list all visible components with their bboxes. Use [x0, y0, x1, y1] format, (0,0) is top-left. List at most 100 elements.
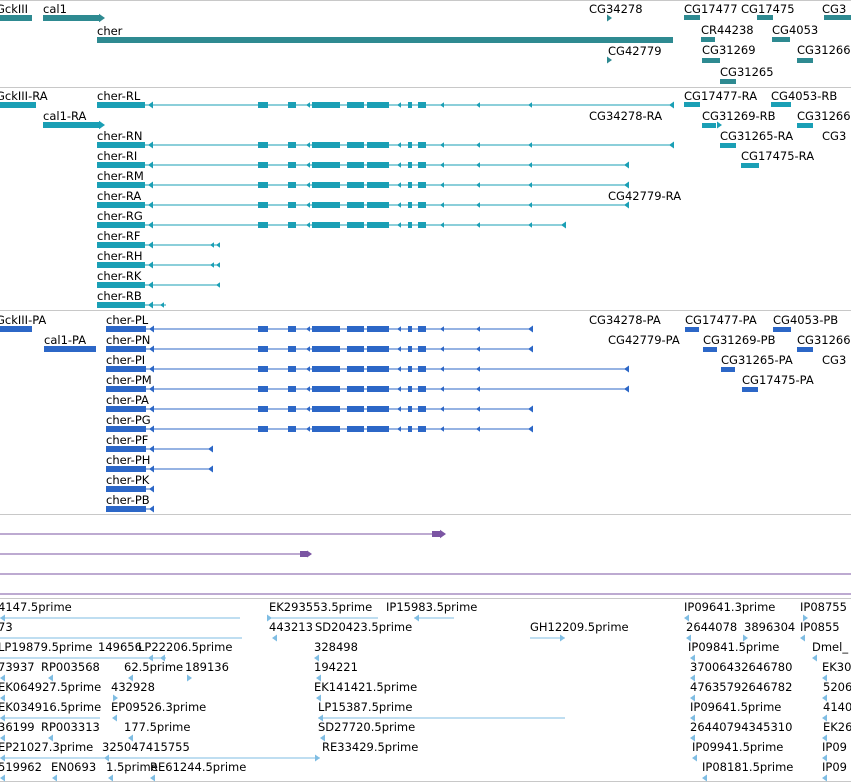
- transcript-cher-rg-exon[interactable]: [367, 222, 389, 228]
- transcript-cher-rm-exon[interactable]: [347, 182, 364, 188]
- protein-cher-pg-exon[interactable]: [312, 426, 340, 432]
- protein-cg4053-pb[interactable]: [773, 327, 791, 332]
- protein-cher-pm-exon-arrow[interactable]: [149, 385, 154, 393]
- est-arrow[interactable]: [48, 674, 53, 682]
- gene-cg34278[interactable]: [607, 14, 612, 22]
- protein-cher-pn-strand-arrow[interactable]: [397, 346, 401, 352]
- transcript-gckiii-ra[interactable]: [0, 102, 36, 108]
- est-arrow[interactable]: [272, 634, 277, 642]
- gene-cal1[interactable]: [43, 15, 99, 21]
- protein-cher-pn-exon[interactable]: [312, 346, 340, 352]
- protein-cher-pn-end-arrow[interactable]: [528, 345, 533, 353]
- transcript-cher-ra-strand-arrow[interactable]: [528, 202, 532, 208]
- protein-cher-ph-exon-arrow[interactable]: [149, 465, 154, 473]
- transcript-cher-rk-exon-arrow[interactable]: [148, 281, 153, 289]
- transcript-cher-rg-strand-arrow[interactable]: [397, 222, 401, 228]
- transcript-cher-rf-strand-arrow[interactable]: [216, 242, 220, 248]
- transcript-cher-ri-exon[interactable]: [347, 162, 364, 168]
- transcript-cher-rl-exon[interactable]: [408, 102, 412, 108]
- protein-cher-pb-exon-arrow[interactable]: [149, 505, 154, 513]
- transcript-cher-ri-exon-arrow[interactable]: [148, 161, 153, 169]
- transcript-cher-rn-exon[interactable]: [288, 142, 296, 148]
- protein-cher-pg-strand-arrow[interactable]: [262, 426, 266, 432]
- protein-cher-pl-exon[interactable]: [418, 326, 426, 332]
- transcript-cher-rh-exon[interactable]: [97, 262, 145, 268]
- transcript-cher-rg-end-arrow[interactable]: [561, 221, 566, 229]
- est-arrow[interactable]: [822, 734, 827, 742]
- transcript-cg17475-ra[interactable]: [741, 163, 759, 168]
- transcript-cher-rm-strand-arrow[interactable]: [397, 182, 401, 188]
- est-arrow[interactable]: [316, 674, 321, 682]
- transcript-cher-rn-exon[interactable]: [312, 142, 340, 148]
- transcript-cher-ri-exon[interactable]: [288, 162, 296, 168]
- transcript-cher-ri-strand-arrow[interactable]: [306, 162, 310, 168]
- other-feature-2-arrow[interactable]: [307, 550, 312, 558]
- protein-cher-pa-strand-arrow[interactable]: [306, 406, 310, 412]
- transcript-cher-rn-exon[interactable]: [418, 142, 426, 148]
- est-arrow[interactable]: [160, 654, 165, 662]
- protein-cher-ph-end-arrow[interactable]: [208, 465, 213, 473]
- est-arrow[interactable]: [690, 674, 695, 682]
- gene-cher[interactable]: [97, 37, 673, 43]
- gene-cg3[interactable]: [824, 15, 851, 20]
- protein-cher-pl-strand-arrow[interactable]: [397, 326, 401, 332]
- transcript-cher-rg-strand-arrow[interactable]: [262, 222, 266, 228]
- protein-cher-pn-exon[interactable]: [367, 346, 389, 352]
- transcript-cher-rl-exon[interactable]: [367, 102, 389, 108]
- transcript-cher-rk-strand-arrow[interactable]: [216, 282, 220, 288]
- transcript-cher-rh-strand-arrow[interactable]: [210, 262, 214, 268]
- protein-cher-pg-exon[interactable]: [347, 426, 364, 432]
- est-arrow[interactable]: [803, 614, 808, 622]
- transcript-cher-ri-exon[interactable]: [97, 162, 145, 168]
- protein-cher-pm-exon[interactable]: [347, 386, 364, 392]
- transcript-cher-rl-exon-arrow[interactable]: [148, 101, 153, 109]
- protein-cher-pg-exon[interactable]: [418, 426, 426, 432]
- transcript-cher-ra-strand-arrow[interactable]: [440, 202, 444, 208]
- protein-cher-pl-exon[interactable]: [312, 326, 340, 332]
- transcript-cher-rm-strand-arrow[interactable]: [528, 182, 532, 188]
- est-arrow[interactable]: [320, 734, 325, 742]
- transcript-cher-rn-exon[interactable]: [408, 142, 412, 148]
- transcript-cher-ri-strand-arrow[interactable]: [528, 162, 532, 168]
- protein-cher-pi-exon[interactable]: [347, 366, 364, 372]
- est-arrow[interactable]: [113, 694, 118, 702]
- transcript-cher-ri-strand-arrow[interactable]: [262, 162, 266, 168]
- est-arrow[interactable]: [0, 714, 5, 722]
- other-feature-2-box[interactable]: [300, 551, 308, 557]
- est-arrow[interactable]: [267, 614, 272, 622]
- transcript-cher-rm-exon[interactable]: [288, 182, 296, 188]
- gene-cr44238[interactable]: [701, 37, 715, 42]
- protein-cher-pa-strand-arrow[interactable]: [262, 406, 266, 412]
- est-arrow[interactable]: [812, 654, 817, 662]
- protein-cher-pn-strand-arrow[interactable]: [476, 346, 480, 352]
- transcript-cher-rm-exon[interactable]: [408, 182, 412, 188]
- protein-cher-pi-strand-arrow[interactable]: [397, 366, 401, 372]
- protein-cher-pi-exon[interactable]: [418, 366, 426, 372]
- protein-cher-pm-exon[interactable]: [312, 386, 340, 392]
- transcript-cher-ri-strand-arrow[interactable]: [476, 162, 480, 168]
- transcript-cal1-ra[interactable]: [43, 122, 99, 128]
- protein-cher-pn-strand-arrow[interactable]: [306, 346, 310, 352]
- protein-cher-pl-exon[interactable]: [408, 326, 412, 332]
- protein-cher-pi-exon[interactable]: [367, 366, 389, 372]
- est-arrow[interactable]: [702, 774, 707, 782]
- transcript-cher-ri-exon[interactable]: [312, 162, 340, 168]
- est-arrow[interactable]: [148, 654, 153, 662]
- transcript-cg17477-ra[interactable]: [684, 102, 700, 107]
- protein-cher-pa-strand-arrow[interactable]: [440, 406, 444, 412]
- transcript-cher-rl-strand-arrow[interactable]: [262, 102, 266, 108]
- est-arrow[interactable]: [822, 694, 827, 702]
- protein-cher-pi-exon-arrow[interactable]: [149, 365, 154, 373]
- protein-cher-pi-exon[interactable]: [408, 366, 412, 372]
- protein-cg17477-pa[interactable]: [685, 327, 699, 332]
- protein-cher-ph-exon[interactable]: [106, 466, 146, 472]
- transcript-cher-ra-exon[interactable]: [418, 202, 426, 208]
- est-arrow[interactable]: [104, 754, 109, 762]
- transcript-cher-ri-end-arrow[interactable]: [624, 161, 629, 169]
- transcript-cher-ra-exon[interactable]: [408, 202, 412, 208]
- protein-cher-pl-exon[interactable]: [106, 326, 146, 332]
- transcript-cher-rg-exon[interactable]: [288, 222, 296, 228]
- protein-gckiii-pa[interactable]: [0, 326, 32, 332]
- transcript-cher-rl-strand-arrow[interactable]: [440, 102, 444, 108]
- other-feature-1-arrow[interactable]: [440, 529, 446, 539]
